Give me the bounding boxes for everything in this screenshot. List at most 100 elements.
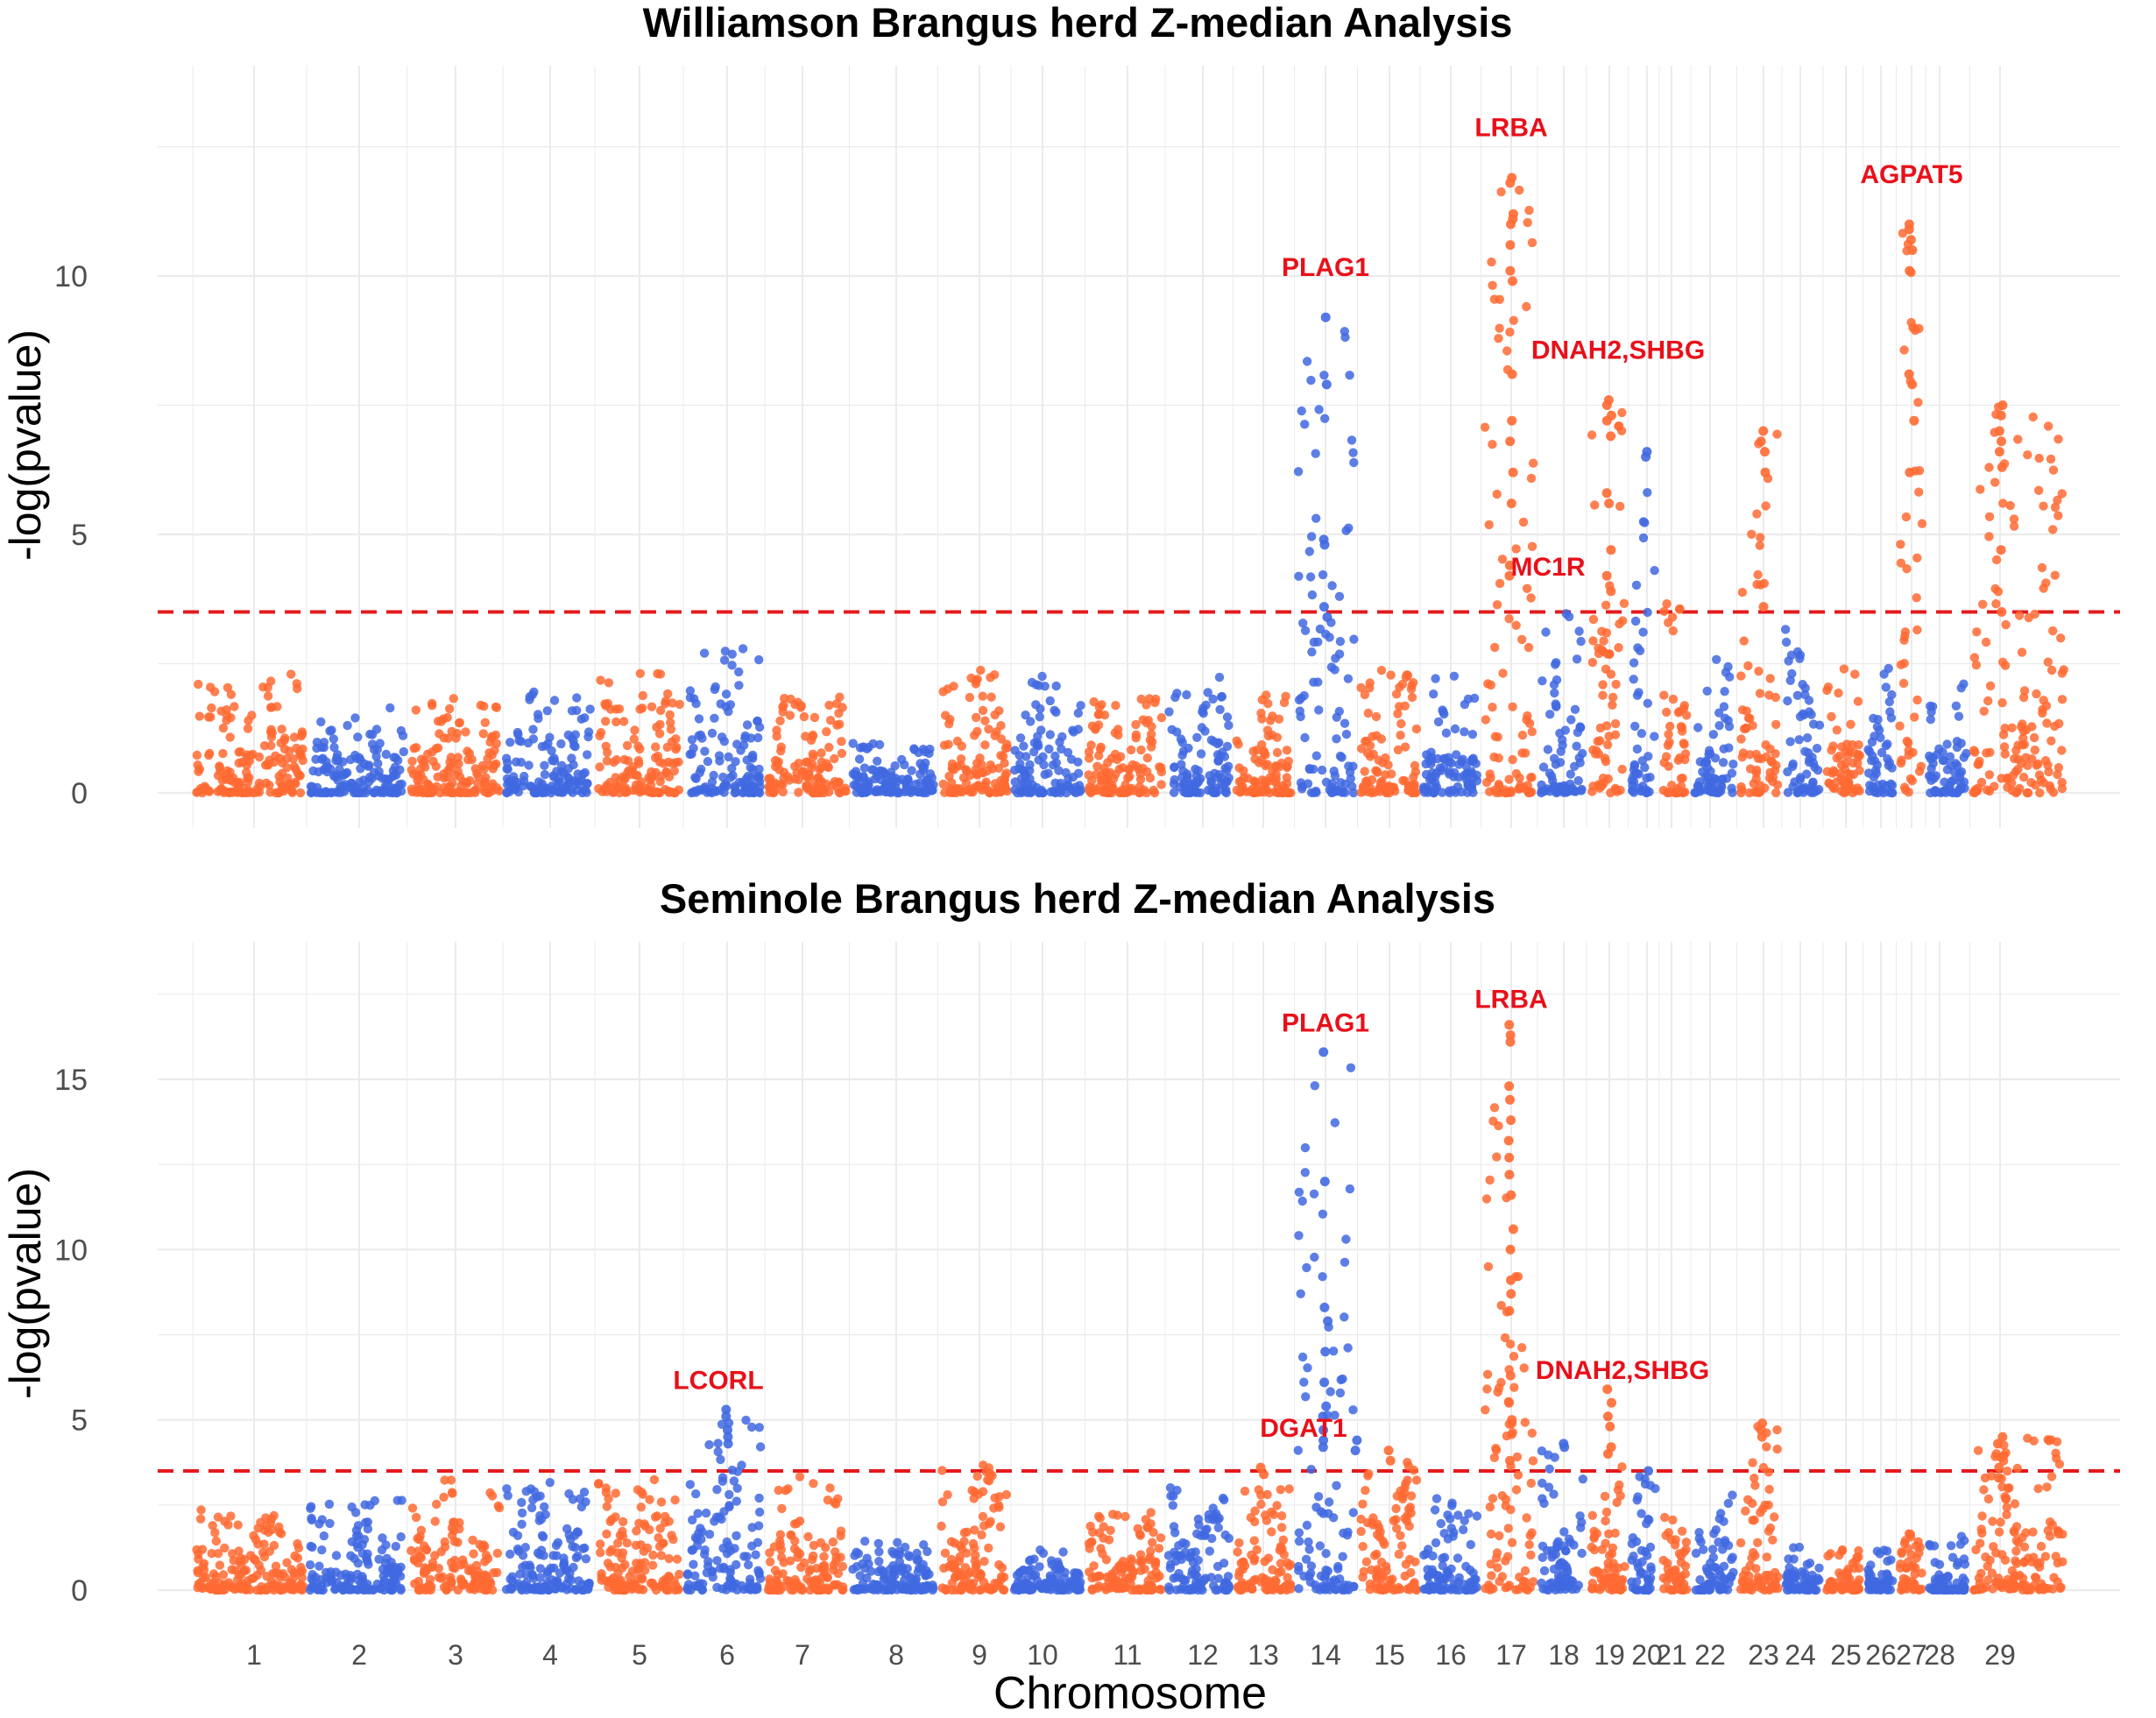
snp-point: [825, 1483, 835, 1493]
snp-point: [800, 1558, 809, 1568]
snp-point: [1971, 660, 1982, 670]
snp-point: [1178, 766, 1188, 776]
snp-point: [1736, 734, 1746, 744]
snp-point: [654, 757, 665, 767]
snp-point: [2043, 657, 2053, 667]
snp-point: [1744, 788, 1755, 798]
snp-point: [2054, 435, 2063, 444]
snp-point: [634, 759, 644, 768]
snp-point: [778, 787, 788, 797]
snp-point: [1492, 600, 1502, 610]
snp-point: [738, 644, 748, 654]
snp-point: [2046, 736, 2056, 746]
snp-point: [1507, 1430, 1516, 1439]
snp-point: [271, 751, 280, 760]
snp-point: [380, 774, 391, 784]
snp-point: [1314, 405, 1324, 414]
snp-point: [354, 1531, 364, 1541]
snp-point: [540, 1502, 549, 1512]
snp-point: [749, 788, 759, 798]
snp-point: [1222, 766, 1232, 775]
snp-point: [1205, 771, 1214, 781]
snp-point: [1294, 1566, 1304, 1575]
snp-point: [1587, 657, 1598, 668]
snp-point: [1236, 776, 1247, 787]
snp-point: [480, 1576, 491, 1587]
snp-point: [896, 754, 907, 765]
snp-point: [2053, 495, 2062, 506]
snp-point: [503, 764, 512, 774]
snp-point: [413, 1533, 422, 1544]
snp-point: [585, 704, 595, 714]
snp-point: [571, 1552, 581, 1563]
snp-point: [2039, 583, 2048, 593]
snp-point: [1149, 785, 1158, 795]
snp-point: [574, 1576, 583, 1586]
snp-point: [258, 682, 268, 692]
snp-point: [1106, 1525, 1115, 1536]
snp-point: [1497, 1572, 1508, 1581]
snp-point: [831, 1547, 840, 1557]
snp-point: [707, 728, 717, 739]
snp-point: [1881, 682, 1891, 692]
snp-point: [396, 786, 406, 796]
snp-point: [292, 743, 301, 753]
snp-point: [1363, 1471, 1373, 1481]
snp-point: [727, 763, 737, 774]
snp-point: [824, 742, 834, 753]
snp-point: [876, 785, 886, 795]
snp-point: [656, 1551, 666, 1560]
snp-point: [1675, 604, 1685, 614]
snp-point: [1305, 1568, 1316, 1579]
snp-point: [596, 675, 605, 685]
snp-point: [1330, 1410, 1340, 1420]
snp-point: [263, 691, 273, 701]
snp-point: [1491, 1553, 1502, 1563]
panel-title-williamson: Williamson Brangus herd Z-median Analysi…: [643, 0, 1513, 46]
snp-point: [1321, 777, 1332, 787]
snp-point: [1736, 788, 1746, 798]
snp-point: [1572, 654, 1582, 664]
snp-point: [1249, 1536, 1260, 1545]
snp-point: [1461, 761, 1471, 771]
snp-point: [722, 1537, 732, 1547]
snp-point: [514, 736, 524, 746]
snp-point: [725, 1580, 734, 1590]
snp-point: [776, 1545, 786, 1555]
snp-point: [511, 757, 521, 767]
snp-point: [1013, 788, 1022, 798]
snp-point: [1698, 767, 1707, 777]
snp-point: [318, 753, 328, 763]
snp-point: [955, 784, 965, 794]
snp-point: [580, 767, 590, 778]
snp-point: [1346, 1063, 1356, 1073]
snp-point: [1170, 1528, 1180, 1538]
snp-point: [2034, 453, 2044, 463]
snp-point: [2034, 485, 2044, 495]
snp-point: [1220, 787, 1230, 796]
snp-point: [282, 773, 293, 782]
snp-point: [1570, 761, 1580, 771]
snp-point: [1619, 598, 1629, 608]
snp-point: [1429, 689, 1439, 699]
snp-point: [893, 1538, 902, 1547]
snp-point: [965, 1583, 974, 1594]
snp-point: [1630, 616, 1641, 626]
snp-point: [266, 676, 276, 686]
snp-peak-point: [1505, 436, 1516, 447]
snp-point: [688, 1515, 697, 1525]
snp-point: [1341, 729, 1352, 739]
snp-point: [874, 1547, 884, 1557]
snp-point: [1929, 774, 1939, 783]
snp-point: [584, 1580, 594, 1590]
snp-point: [1765, 674, 1775, 683]
snp-point: [494, 786, 505, 795]
snp-point: [682, 1583, 692, 1594]
snp-point: [1938, 755, 1948, 766]
snp-point: [1028, 780, 1037, 790]
snp-point: [984, 1543, 993, 1553]
snp-point: [870, 1580, 880, 1590]
snp-point: [969, 1543, 979, 1553]
snp-point: [2043, 421, 2054, 431]
